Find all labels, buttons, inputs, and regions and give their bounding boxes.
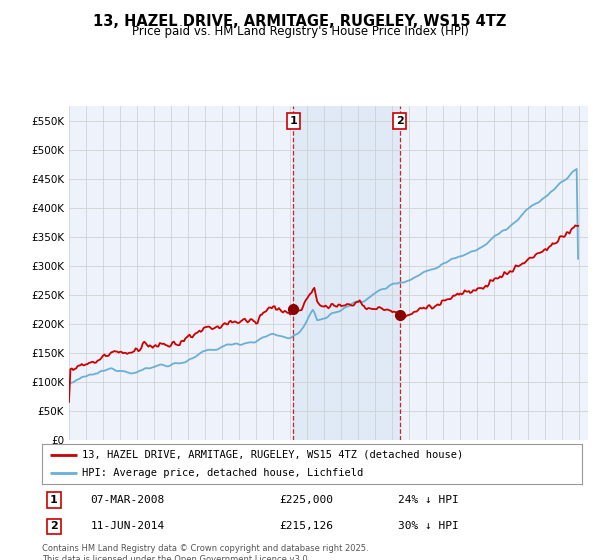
Text: 24% ↓ HPI: 24% ↓ HPI (398, 495, 459, 505)
Text: HPI: Average price, detached house, Lichfield: HPI: Average price, detached house, Lich… (83, 468, 364, 478)
Text: 30% ↓ HPI: 30% ↓ HPI (398, 521, 459, 531)
Text: 2: 2 (396, 116, 404, 126)
Bar (293, 106, 400, 440)
Text: 11-JUN-2014: 11-JUN-2014 (91, 521, 165, 531)
Text: £215,126: £215,126 (280, 521, 334, 531)
Text: £225,000: £225,000 (280, 495, 334, 505)
Text: 2: 2 (50, 521, 58, 531)
Text: 13, HAZEL DRIVE, ARMITAGE, RUGELEY, WS15 4TZ: 13, HAZEL DRIVE, ARMITAGE, RUGELEY, WS15… (94, 14, 506, 29)
Text: Contains HM Land Registry data © Crown copyright and database right 2025.
This d: Contains HM Land Registry data © Crown c… (42, 544, 368, 560)
Text: 1: 1 (290, 116, 298, 126)
Text: 1: 1 (50, 495, 58, 505)
Text: 07-MAR-2008: 07-MAR-2008 (91, 495, 165, 505)
Text: 13, HAZEL DRIVE, ARMITAGE, RUGELEY, WS15 4TZ (detached house): 13, HAZEL DRIVE, ARMITAGE, RUGELEY, WS15… (83, 450, 464, 460)
Text: Price paid vs. HM Land Registry's House Price Index (HPI): Price paid vs. HM Land Registry's House … (131, 25, 469, 38)
